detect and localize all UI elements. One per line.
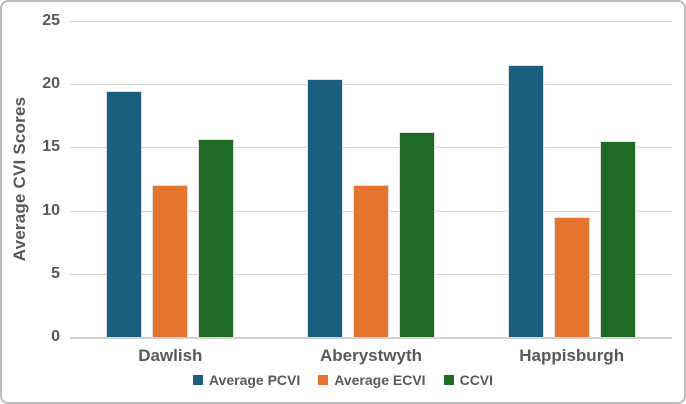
bar — [106, 90, 143, 337]
legend-item: CCVI — [443, 372, 494, 388]
bar — [152, 185, 189, 337]
bar — [399, 132, 435, 337]
bar — [198, 138, 235, 337]
bar — [353, 185, 389, 337]
y-tick-label: 10 — [42, 201, 60, 219]
category-label: Aberystwyth — [319, 346, 423, 365]
legend-swatch-icon — [192, 375, 203, 385]
legend-item: Average PCVI — [192, 372, 301, 388]
y-tick-label: 5 — [51, 264, 60, 282]
y-tick-label: 20 — [42, 75, 60, 93]
legend-swatch-icon — [318, 375, 329, 385]
y-axis-title: Average CVI Scores — [10, 96, 29, 262]
bar-group: Dawlish — [70, 21, 271, 365]
bar — [599, 141, 636, 337]
plot-area: 0 5 10 15 20 25 Dawlish Aberystwyth Happisburgh — [42, 12, 672, 365]
x-axis-line — [70, 337, 672, 339]
gridline — [70, 147, 672, 149]
bar-group: Happisburgh — [471, 21, 672, 365]
y-tick-label: 0 — [51, 328, 60, 345]
legend: Average PCVI Average ECVI CCVI — [2, 372, 684, 388]
category-label: Happisburgh — [519, 346, 625, 365]
legend-label: Average ECVI — [334, 372, 426, 388]
legend-swatch-icon — [443, 375, 454, 385]
bar — [553, 216, 590, 337]
y-tick-label: 15 — [42, 138, 60, 156]
legend-label: CCVI — [459, 372, 494, 388]
legend-label: Average PCVI — [208, 372, 301, 388]
bar — [307, 79, 343, 337]
bar-group: Aberystwyth — [271, 21, 472, 365]
bar — [507, 65, 544, 337]
y-tick-label: 25 — [42, 12, 60, 29]
category-label: Dawlish — [138, 346, 203, 365]
gridline — [70, 84, 672, 86]
legend-item: Average ECVI — [318, 372, 426, 388]
bar-groups: Dawlish Aberystwyth Happisburgh — [70, 21, 672, 365]
gridline — [70, 21, 672, 22]
